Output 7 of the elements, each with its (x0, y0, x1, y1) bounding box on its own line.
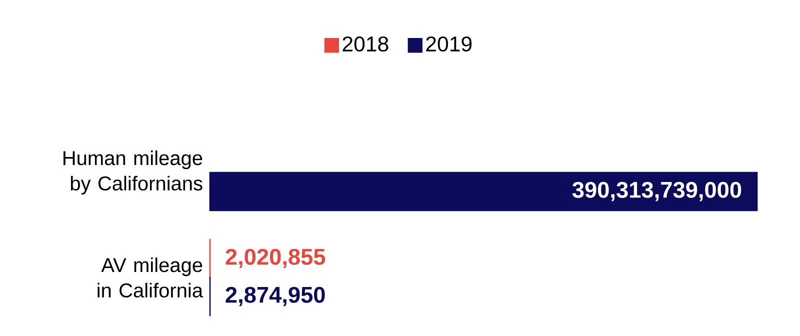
data-label: 2,020,855 (226, 248, 326, 268)
y-tick-label: AV mileage in California (98, 257, 204, 298)
data-label: 2,874,950 (226, 286, 325, 306)
legend-label: 2019 (426, 36, 472, 52)
y-tick-label: Human mileage by Californians (64, 150, 202, 194)
legend-label: 2018 (342, 36, 388, 52)
data-label: 390,313,739,000 (572, 182, 742, 202)
